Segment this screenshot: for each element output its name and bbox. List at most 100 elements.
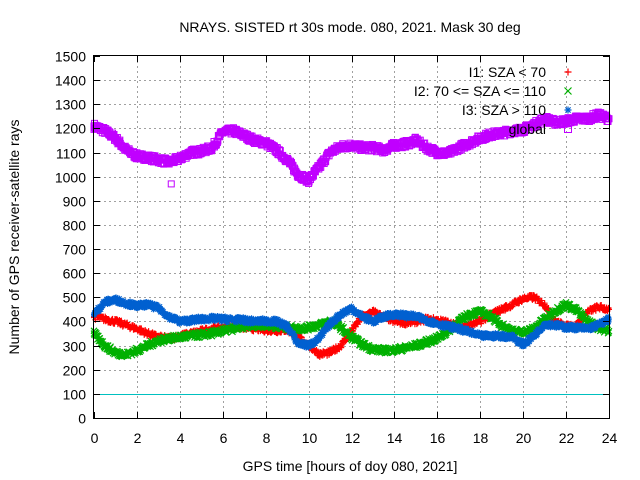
data-point: [251, 136, 259, 144]
data-point: [551, 118, 559, 126]
data-point: [509, 334, 516, 341]
data-point: [358, 144, 366, 152]
data-point: [144, 330, 151, 337]
data-point: [315, 163, 323, 171]
y-tick-label: 800: [63, 218, 87, 234]
y-tick-label: 0: [78, 411, 86, 427]
data-point: [187, 149, 195, 157]
y-tick-label: 200: [63, 363, 87, 379]
y-tick-label: 1000: [55, 170, 86, 186]
data-point: [477, 332, 484, 339]
data-point: [380, 146, 388, 154]
y-tick-label: 500: [63, 290, 87, 306]
data-point: [530, 294, 537, 301]
data-point: [209, 315, 216, 322]
data-point: [197, 147, 205, 155]
data-point: [369, 318, 376, 325]
data-point: [520, 295, 527, 302]
data-point: [476, 134, 484, 142]
data-point: [595, 322, 602, 329]
data-point: [509, 301, 516, 308]
data-point: [305, 176, 313, 184]
data-point: [283, 156, 291, 164]
data-point: [112, 318, 119, 325]
data-point: [219, 128, 227, 136]
data-point: [563, 324, 570, 331]
y-tick-label: 300: [63, 339, 87, 355]
data-point: [316, 351, 323, 358]
x-tick-label: 20: [516, 430, 532, 446]
x-tick-label: 0: [91, 430, 99, 446]
x-tick-label: 22: [559, 430, 575, 446]
data-point: [262, 139, 270, 147]
y-tick-label: 1200: [55, 121, 86, 137]
data-point: [144, 153, 152, 161]
series-global: [90, 108, 613, 187]
data-point: [455, 144, 463, 152]
data-point: [519, 126, 527, 134]
x-tick-label: 4: [177, 430, 185, 446]
data-point: [241, 317, 248, 324]
data-point: [176, 155, 184, 163]
data-point: [337, 342, 344, 349]
data-point: [402, 312, 409, 319]
y-tick-label: 1100: [56, 146, 86, 162]
x-tick-label: 16: [430, 430, 446, 446]
data-point: [327, 349, 334, 356]
data-point: [198, 316, 205, 323]
y-tick-label: 600: [63, 266, 87, 282]
data-point: [208, 144, 216, 152]
data-point: [219, 316, 226, 323]
data-point: [445, 323, 452, 330]
data-point: [111, 134, 119, 142]
data-point: [176, 318, 183, 325]
data-point: [412, 313, 419, 320]
data-point: [433, 149, 441, 157]
data-point: [434, 320, 441, 327]
legend-label: I1: SZA < 70: [469, 64, 547, 80]
data-point: [369, 308, 376, 315]
data-point: [316, 335, 323, 342]
data-point: [380, 313, 387, 320]
data-point: [466, 329, 473, 336]
data-point: [337, 143, 345, 150]
data-point: [101, 316, 108, 323]
data-point: [133, 302, 140, 309]
data-point: [305, 342, 312, 349]
data-point: [337, 311, 344, 318]
data-point: [530, 332, 537, 339]
data-point: [229, 127, 237, 135]
data-point: [165, 158, 173, 166]
data-point: [595, 303, 602, 310]
data-point: [101, 299, 108, 306]
data-point: [530, 121, 538, 129]
data-point: [122, 146, 130, 154]
x-tick-label: 8: [263, 430, 271, 446]
data-point: [123, 300, 130, 307]
data-point: [541, 301, 548, 308]
y-tick-label: 700: [63, 242, 87, 258]
data-point: [562, 117, 570, 125]
legend-label: I3: SZA > 110: [462, 102, 546, 118]
data-point: [359, 313, 366, 320]
y-tick-label: 400: [63, 314, 87, 330]
y-axis-label: Number of GPS receiver-satellite rays: [6, 120, 22, 355]
data-point: [348, 141, 355, 149]
data-point: [112, 296, 119, 303]
data-point: [155, 305, 162, 312]
x-tick-label: 2: [134, 430, 142, 446]
data-point: [294, 170, 302, 178]
data-point: [327, 320, 334, 327]
data-point: [154, 156, 162, 164]
data-point: [326, 149, 334, 157]
data-point: [477, 318, 484, 325]
x-tick-label: 6: [220, 430, 228, 446]
data-point: [273, 318, 280, 325]
legend-label: I2: 70 <= SZA <= 110: [414, 83, 546, 99]
data-point: [251, 318, 258, 325]
data-point: [584, 115, 592, 123]
data-point: [552, 322, 559, 329]
data-point: [412, 136, 420, 144]
data-point: [230, 316, 237, 323]
